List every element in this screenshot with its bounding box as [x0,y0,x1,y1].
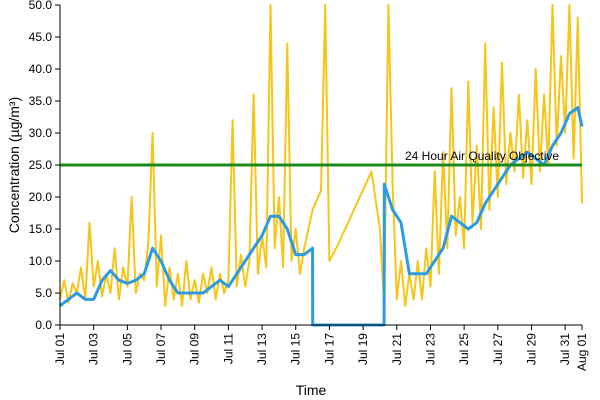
x-tick-label: Jul 27 [491,333,505,365]
x-tick-label: Jul 13 [255,333,269,365]
y-tick-label: 0.0 [35,318,52,332]
y-tick-label: 15.0 [29,222,53,236]
x-ticks: Jul 01 Jul 03 Jul 05 Jul 07 Jul 09 Jul 11 Jul … [53,325,589,371]
x-tick-label: Jul 03 [87,333,101,365]
x-tick-label: Jul 25 [457,333,471,365]
y-tick-label: 35.0 [29,94,53,108]
y-tick-label: 40.0 [29,62,53,76]
y-tick-label: 45.0 [29,30,53,44]
y-tick-label: 25.0 [29,158,53,172]
x-tick-label: Jul 17 [322,333,336,365]
y-tick-label: 5.0 [35,286,52,300]
y-tick-label: 30.0 [29,126,53,140]
x-tick-label: Jul 07 [154,333,168,365]
y-axis-title: Concentration (µg/m³) [6,97,22,233]
x-tick-label: Jul 05 [120,333,134,365]
x-tick-label: Jul 11 [221,333,235,364]
x-tick-label: Aug 01 [575,333,589,371]
x-tick-label: Jul 29 [525,333,539,365]
y-tick-label: 10.0 [29,254,53,268]
x-tick-label: Jul 15 [289,333,303,365]
x-tick-label: Jul 01 [53,333,67,365]
series-layer [59,4,584,327]
x-tick-label: Jul 23 [424,333,438,365]
plot-area: 24 Hour Air Quality Objective 0.0 5.0 10.0… [29,0,589,371]
series-line-blue [59,105,584,327]
y-tick-label: 20.0 [29,190,53,204]
y-ticks: 0.0 5.0 10.0 15.0 20.0 25.0 30.0 35.0 40.0 45.0 50… [29,0,60,332]
x-tick-label: Jul 21 [390,333,404,365]
reference-line-label: 24 Hour Air Quality Objective [405,149,559,163]
x-tick-label: Jul 09 [188,333,202,365]
x-tick-label: Jul 31 [558,333,572,365]
x-axis-title: Time [296,382,327,398]
x-tick-label: Jul 19 [356,333,370,365]
y-tick-label: 50.0 [29,0,53,12]
